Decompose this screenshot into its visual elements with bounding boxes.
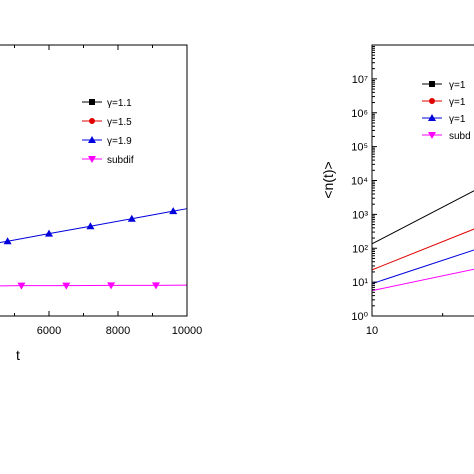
y-axis-title: <n(t)>	[320, 161, 336, 198]
legend-marker	[89, 118, 95, 124]
legend-marker	[428, 114, 436, 121]
plot-frame	[0, 44, 188, 317]
legend-label: γ=1	[449, 114, 466, 125]
data-point	[151, 282, 160, 290]
data-point	[86, 222, 95, 230]
legend-marker	[428, 132, 436, 139]
legend-marker	[429, 81, 435, 87]
series-line	[0, 284, 188, 287]
legend-label: γ=1.1	[107, 98, 132, 109]
legend-marker	[429, 98, 435, 104]
x-tick-label: 8000	[106, 325, 130, 337]
y-tick-label: 10³	[352, 209, 368, 221]
legend-label: γ=1	[449, 97, 466, 108]
series-line	[371, 249, 474, 285]
legend-label: γ=1.9	[107, 136, 132, 147]
y-tick-label: 10⁵	[351, 142, 368, 154]
y-tick-label: 10⁰	[351, 311, 368, 323]
left-chart: 6000 8000 10000 γ=1.1 γ=1.5 γ=1.9 subdif t	[0, 44, 203, 363]
data-point	[62, 282, 71, 290]
y-tick-label: 10⁴	[351, 176, 368, 188]
data-point	[127, 214, 136, 222]
y-tick-label: 10⁶	[351, 108, 368, 120]
x-tick-label: 10000	[172, 325, 203, 337]
series-line	[371, 228, 474, 271]
data-point	[45, 229, 53, 237]
data-point	[169, 207, 178, 215]
data-point	[107, 282, 116, 290]
series-line	[0, 208, 188, 244]
x-axis-title: t	[16, 347, 20, 363]
legend-label: γ=1.5	[107, 117, 132, 128]
x-tick-label: 6000	[37, 325, 61, 337]
y-tick-label: 10⁷	[352, 74, 368, 86]
x-tick-label: 10	[366, 325, 378, 337]
series-line	[371, 268, 474, 292]
legend-label: γ=1	[449, 80, 466, 91]
data-point	[3, 237, 12, 245]
legend-marker	[88, 136, 96, 143]
series-line	[371, 190, 474, 245]
data-point	[17, 282, 26, 290]
y-tick-label: 10²	[352, 243, 368, 255]
right-chart: 10⁰ 10¹ 10² 10³ 10⁴ 10⁵ 10⁶ 10⁷ 10 γ=1 γ=1 γ=1 subd…	[320, 44, 474, 337]
legend-marker	[89, 99, 95, 105]
y-tick-label: 10¹	[352, 277, 368, 289]
legend-label: subd	[449, 131, 471, 142]
legend-marker	[88, 156, 96, 163]
legend-label: subdif	[107, 155, 134, 166]
